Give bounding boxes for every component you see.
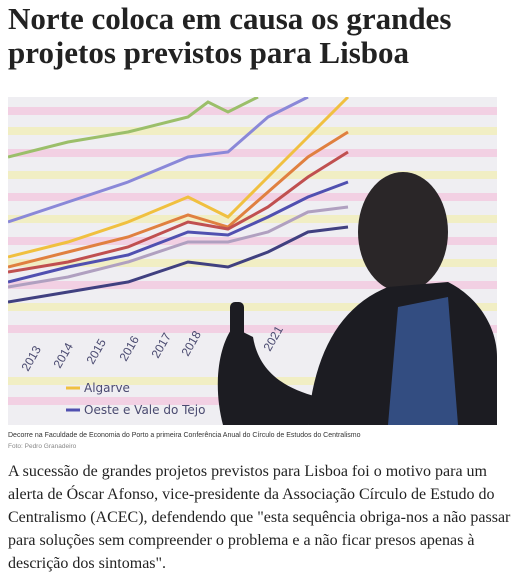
headline: Norte coloca em causa os grandes projeto… — [8, 1, 452, 70]
photo-legend: Algarve — [84, 381, 130, 395]
photo: 2013 2014 2015 2016 2017 2018 2021 Algar… — [8, 97, 497, 425]
photo-credit: Foto: Pedro Granadeiro — [8, 443, 77, 450]
photo-legend: Oeste e Vale do Tejo — [84, 403, 205, 417]
lead-paragraph: A sucessão de grandes projetos previstos… — [8, 463, 511, 572]
photo-caption: Decorre na Faculdade de Economia do Port… — [8, 432, 361, 439]
